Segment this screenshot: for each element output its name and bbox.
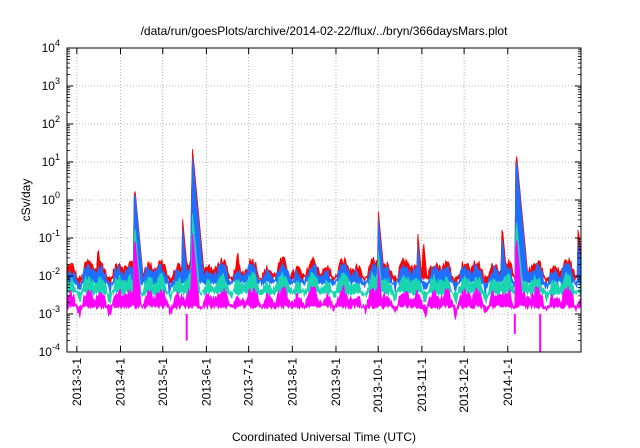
y-tick-label: 101 bbox=[42, 152, 60, 169]
x-tick-labels: 2013-3-1 2013-4-1 2013-5-1 2013-6-1 2013-7-1… bbox=[70, 358, 515, 413]
x-tick-label: 2013-8-1 bbox=[285, 358, 299, 406]
y-axis-label: cSv/day bbox=[19, 179, 33, 222]
x-tick-label: 2013-12-1 bbox=[457, 358, 471, 413]
x-tick-label: 2013-10-1 bbox=[371, 358, 385, 413]
y-tick-label: 10-1 bbox=[39, 228, 60, 245]
chart-title: /data/run/goesPlots/archive/2014-02-22/f… bbox=[141, 24, 509, 38]
x-tick-label: 2014-1-1 bbox=[501, 358, 515, 406]
y-tick-label: 100 bbox=[42, 190, 60, 207]
y-tick-labels: 10-4 10-3 10-2 10-1 100 101 102 103 104 bbox=[39, 38, 60, 359]
x-tick-label: 2013-6-1 bbox=[199, 358, 213, 406]
plot-series bbox=[66, 149, 582, 352]
tick-marks bbox=[67, 47, 581, 353]
y-tick-label: 10-2 bbox=[39, 266, 60, 283]
y-tick-label: 102 bbox=[42, 114, 60, 131]
y-tick-label: 104 bbox=[42, 38, 60, 55]
x-tick-label: 2013-11-1 bbox=[415, 358, 429, 412]
x-tick-label: 2013-9-1 bbox=[329, 358, 343, 406]
y-tick-label: 10-4 bbox=[39, 342, 60, 359]
x-tick-label: 2013-3-1 bbox=[70, 358, 84, 406]
y-tick-label: 103 bbox=[42, 76, 60, 93]
x-axis-label: Coordinated Universal Time (UTC) bbox=[232, 430, 416, 444]
x-tick-label: 2013-7-1 bbox=[242, 358, 256, 406]
y-tick-label: 10-3 bbox=[39, 304, 60, 321]
x-tick-label: 2013-5-1 bbox=[156, 358, 170, 406]
x-tick-label: 2013-4-1 bbox=[114, 358, 128, 406]
